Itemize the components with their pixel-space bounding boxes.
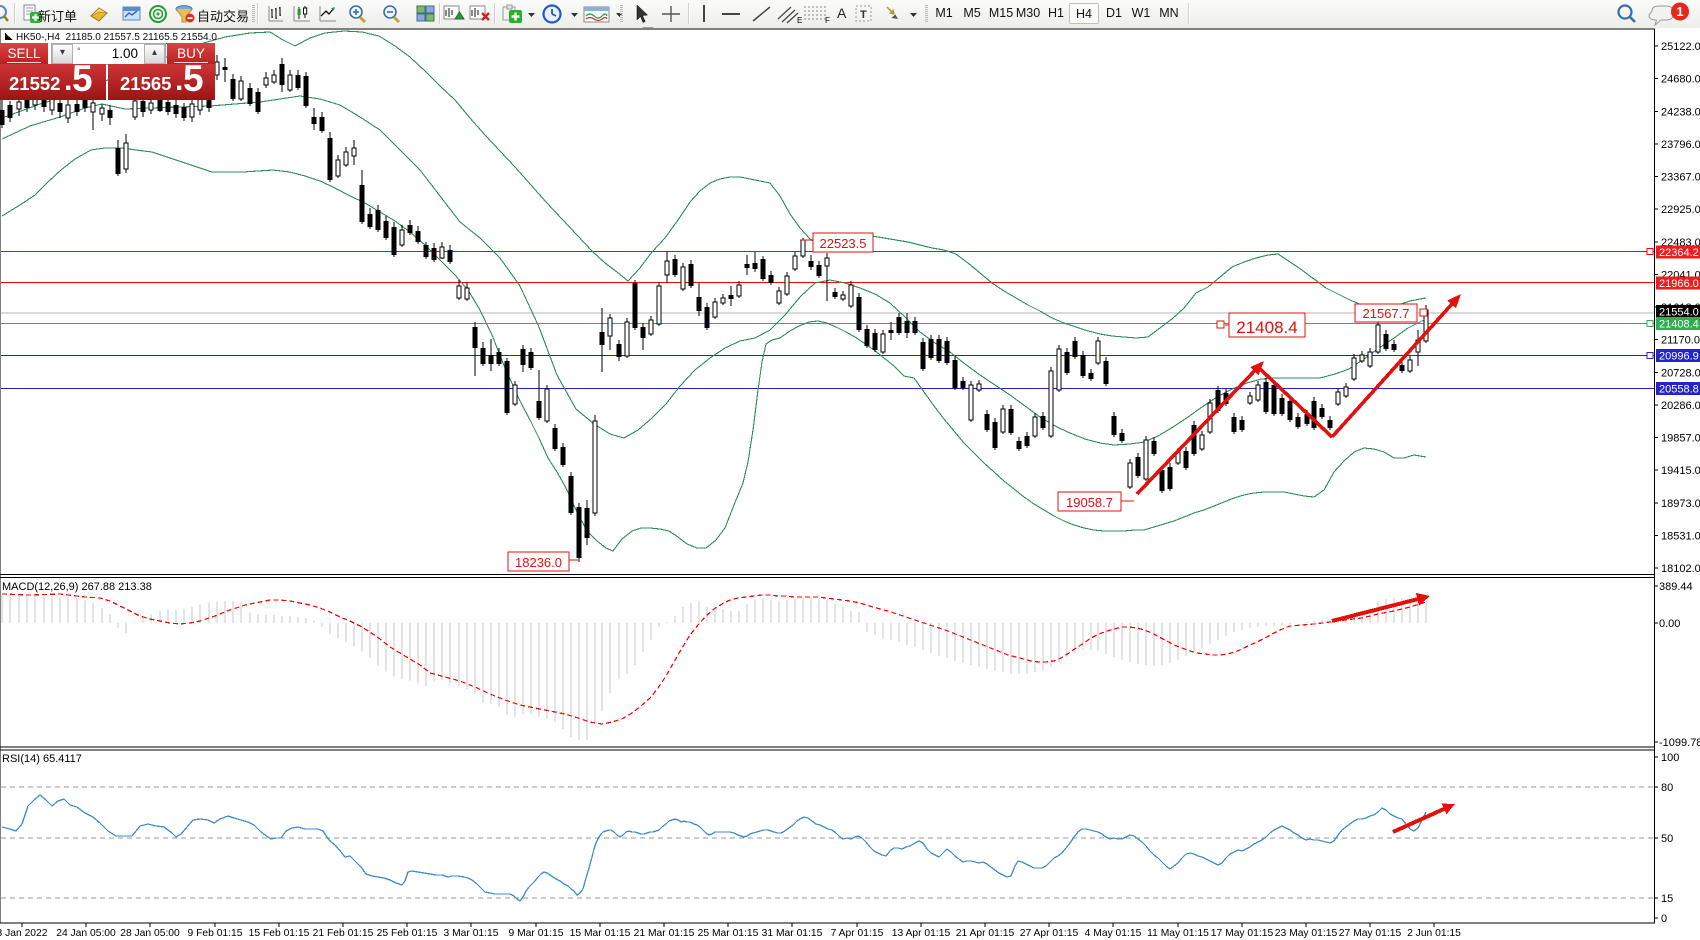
svg-text:RSI(14) 65.4117: RSI(14) 65.4117 (2, 753, 82, 765)
svg-text:T: T (860, 9, 867, 21)
svg-text:9 Feb 01:15: 9 Feb 01:15 (188, 928, 243, 939)
svg-text:20996.9: 20996.9 (1659, 351, 1699, 363)
svg-text:F: F (825, 16, 830, 24)
svg-text:-1099.78: -1099.78 (1659, 737, 1700, 749)
svg-text:15: 15 (1661, 893, 1673, 905)
svg-text:20558.8: 20558.8 (1659, 384, 1699, 396)
svg-text:25122.0: 25122.0 (1661, 41, 1700, 53)
svg-text:24 Jan 05:00: 24 Jan 05:00 (56, 928, 116, 939)
svg-text:1: 1 (1676, 4, 1683, 19)
svg-text:21 Mar 01:15: 21 Mar 01:15 (634, 928, 695, 939)
svg-text:22523.5: 22523.5 (820, 236, 867, 251)
svg-text:11 May 01:15: 11 May 01:15 (1147, 928, 1209, 939)
svg-text:21408.4: 21408.4 (1236, 318, 1297, 337)
svg-text:23796.0: 23796.0 (1661, 139, 1700, 151)
svg-text:100: 100 (1661, 752, 1679, 764)
svg-text:0: 0 (1661, 913, 1667, 925)
svg-text:7 Apr 01:15: 7 Apr 01:15 (831, 928, 884, 939)
svg-text:21 Feb 01:15: 21 Feb 01:15 (313, 928, 374, 939)
svg-text:3 Mar 01:15: 3 Mar 01:15 (444, 928, 499, 939)
svg-text:24238.0: 24238.0 (1661, 106, 1700, 118)
svg-text:21 Apr 01:15: 21 Apr 01:15 (956, 928, 1015, 939)
svg-text:389.44: 389.44 (1659, 581, 1693, 593)
svg-text:4 May 01:15: 4 May 01:15 (1085, 928, 1142, 939)
svg-text:27 May 01:15: 27 May 01:15 (1339, 928, 1402, 939)
svg-text:19415.0: 19415.0 (1661, 465, 1700, 477)
svg-text:21408.4: 21408.4 (1659, 319, 1699, 331)
svg-text:19857.0: 19857.0 (1661, 433, 1700, 445)
svg-text:18531.0: 18531.0 (1661, 531, 1700, 543)
svg-text:3 Jan 2022: 3 Jan 2022 (0, 928, 48, 939)
svg-text:31 Mar 01:15: 31 Mar 01:15 (762, 928, 823, 939)
svg-text:23 May 01:15: 23 May 01:15 (1275, 928, 1338, 939)
svg-text:18102.0: 18102.0 (1661, 563, 1700, 575)
svg-text:22925.0: 22925.0 (1661, 204, 1700, 216)
svg-text:MACD(12,26,9) 267.88 213.38: MACD(12,26,9) 267.88 213.38 (2, 581, 152, 593)
svg-text:50: 50 (1661, 833, 1673, 845)
svg-text:2 Jun 01:15: 2 Jun 01:15 (1407, 928, 1461, 939)
svg-text:20728.0: 20728.0 (1661, 367, 1700, 379)
svg-text:9 Mar 01:15: 9 Mar 01:15 (509, 928, 564, 939)
svg-text:15 Mar 01:15: 15 Mar 01:15 (570, 928, 631, 939)
svg-text:25 Mar 01:15: 25 Mar 01:15 (698, 928, 759, 939)
svg-text:21567.7: 21567.7 (1363, 306, 1410, 321)
svg-text:E: E (797, 16, 802, 24)
svg-text:18236.0: 18236.0 (515, 555, 562, 570)
svg-text:80: 80 (1661, 782, 1673, 794)
svg-text:21170.0: 21170.0 (1661, 335, 1700, 347)
svg-text:24680.0: 24680.0 (1661, 74, 1700, 86)
svg-text:21554.0: 21554.0 (1659, 307, 1699, 319)
svg-text:22364.2: 22364.2 (1659, 247, 1699, 259)
svg-text:13 Apr 01:15: 13 Apr 01:15 (892, 928, 951, 939)
svg-text:15 Feb 01:15: 15 Feb 01:15 (249, 928, 310, 939)
svg-text:20286.0: 20286.0 (1661, 400, 1700, 412)
svg-text:HK50-,H4 21185.0 21557.5 2116: HK50-,H4 21185.0 21557.5 21165.5 21554.0 (16, 32, 217, 43)
svg-text:28 Jan 05:00: 28 Jan 05:00 (120, 928, 180, 939)
svg-text:25 Feb 01:15: 25 Feb 01:15 (377, 928, 438, 939)
svg-text:19058.7: 19058.7 (1066, 495, 1113, 510)
svg-text:27 Apr 01:15: 27 Apr 01:15 (1020, 928, 1079, 939)
svg-text:17 May 01:15: 17 May 01:15 (1211, 928, 1274, 939)
svg-text:18973.0: 18973.0 (1661, 498, 1700, 510)
svg-text:0.00: 0.00 (1659, 618, 1680, 630)
svg-text:21966.0: 21966.0 (1659, 278, 1699, 290)
svg-text:23367.0: 23367.0 (1661, 172, 1700, 184)
